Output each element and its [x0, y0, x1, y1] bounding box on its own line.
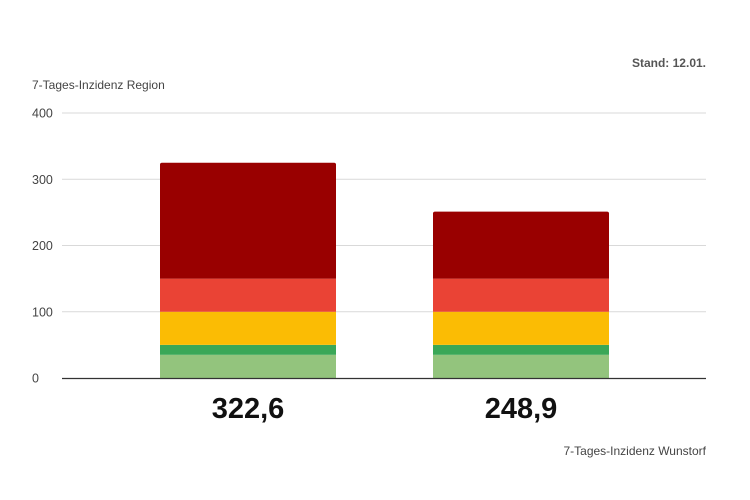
bars — [160, 162, 609, 378]
bar-segment — [160, 344, 336, 355]
stand-label: Stand: 12.01. — [632, 56, 706, 70]
bar-segment — [160, 354, 336, 378]
bar-segment — [160, 278, 336, 312]
value-labels: 322,6 248,9 — [212, 393, 558, 425]
bar-segment — [433, 311, 609, 345]
bar-cap — [160, 162, 336, 167]
y-tick-label: 200 — [32, 239, 53, 253]
bar-1 — [160, 162, 336, 378]
y-tick-label: 400 — [32, 107, 53, 121]
bar-segment — [433, 213, 609, 279]
y-tick-label: 0 — [32, 372, 39, 386]
y-tick-labels: 0 100 200 300 400 — [32, 107, 53, 386]
y-tick-label: 100 — [32, 305, 53, 319]
y-axis-label: 7-Tages-Inzidenz Region — [32, 78, 165, 92]
bar-segment — [433, 278, 609, 312]
x-axis-label: 7-Tages-Inzidenz Wunstorf — [563, 444, 706, 458]
bar-value-label: 322,6 — [212, 393, 285, 425]
bar-segment — [160, 311, 336, 345]
y-tick-label: 300 — [32, 173, 53, 187]
gridlines — [62, 112, 706, 313]
bar-value-label: 248,9 — [485, 393, 558, 425]
bar-segment — [433, 344, 609, 355]
bar-2 — [433, 211, 609, 378]
bar-segment — [433, 354, 609, 378]
bar-segment — [160, 164, 336, 279]
bar-cap — [433, 211, 609, 216]
